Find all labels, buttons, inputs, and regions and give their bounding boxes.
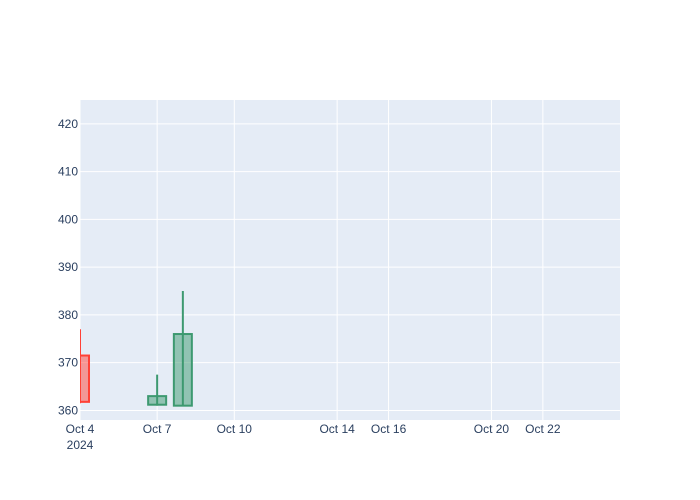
x-tick-label: Oct 10 (217, 422, 253, 436)
x-tick-label: Oct 7 (143, 422, 172, 436)
grid-lines (79, 100, 620, 420)
y-tick-label: 400 (58, 212, 78, 226)
y-tick-label: 420 (58, 117, 78, 131)
x-axis-year-label: 2024 (67, 438, 94, 452)
x-tick-label: Oct 14 (319, 422, 355, 436)
x-tick-label: Oct 16 (371, 422, 407, 436)
candle (80, 329, 90, 404)
candle-body (147, 395, 168, 406)
x-tick-label: Oct 4 (66, 422, 95, 436)
candle (172, 291, 193, 407)
candle-body (80, 354, 90, 403)
candle (147, 374, 168, 406)
y-tick-label: 370 (58, 356, 78, 370)
plot-background (80, 100, 620, 420)
candle-body (172, 333, 193, 407)
x-axis-ticks: 2024 Oct 4 Oct 7 Oct 10 Oct 14 Oct 16 Oct 20 O… (66, 422, 561, 452)
x-tick-label: Oct 22 (525, 422, 561, 436)
y-tick-label: 390 (58, 260, 78, 274)
y-tick-label: 380 (58, 308, 78, 322)
y-tick-label: 360 (58, 403, 78, 417)
candles (80, 291, 193, 407)
y-axis-ticks: 360 370 380 390 400 410 420 (58, 117, 78, 418)
x-tick-label: Oct 20 (474, 422, 510, 436)
y-tick-label: 410 (58, 165, 78, 179)
